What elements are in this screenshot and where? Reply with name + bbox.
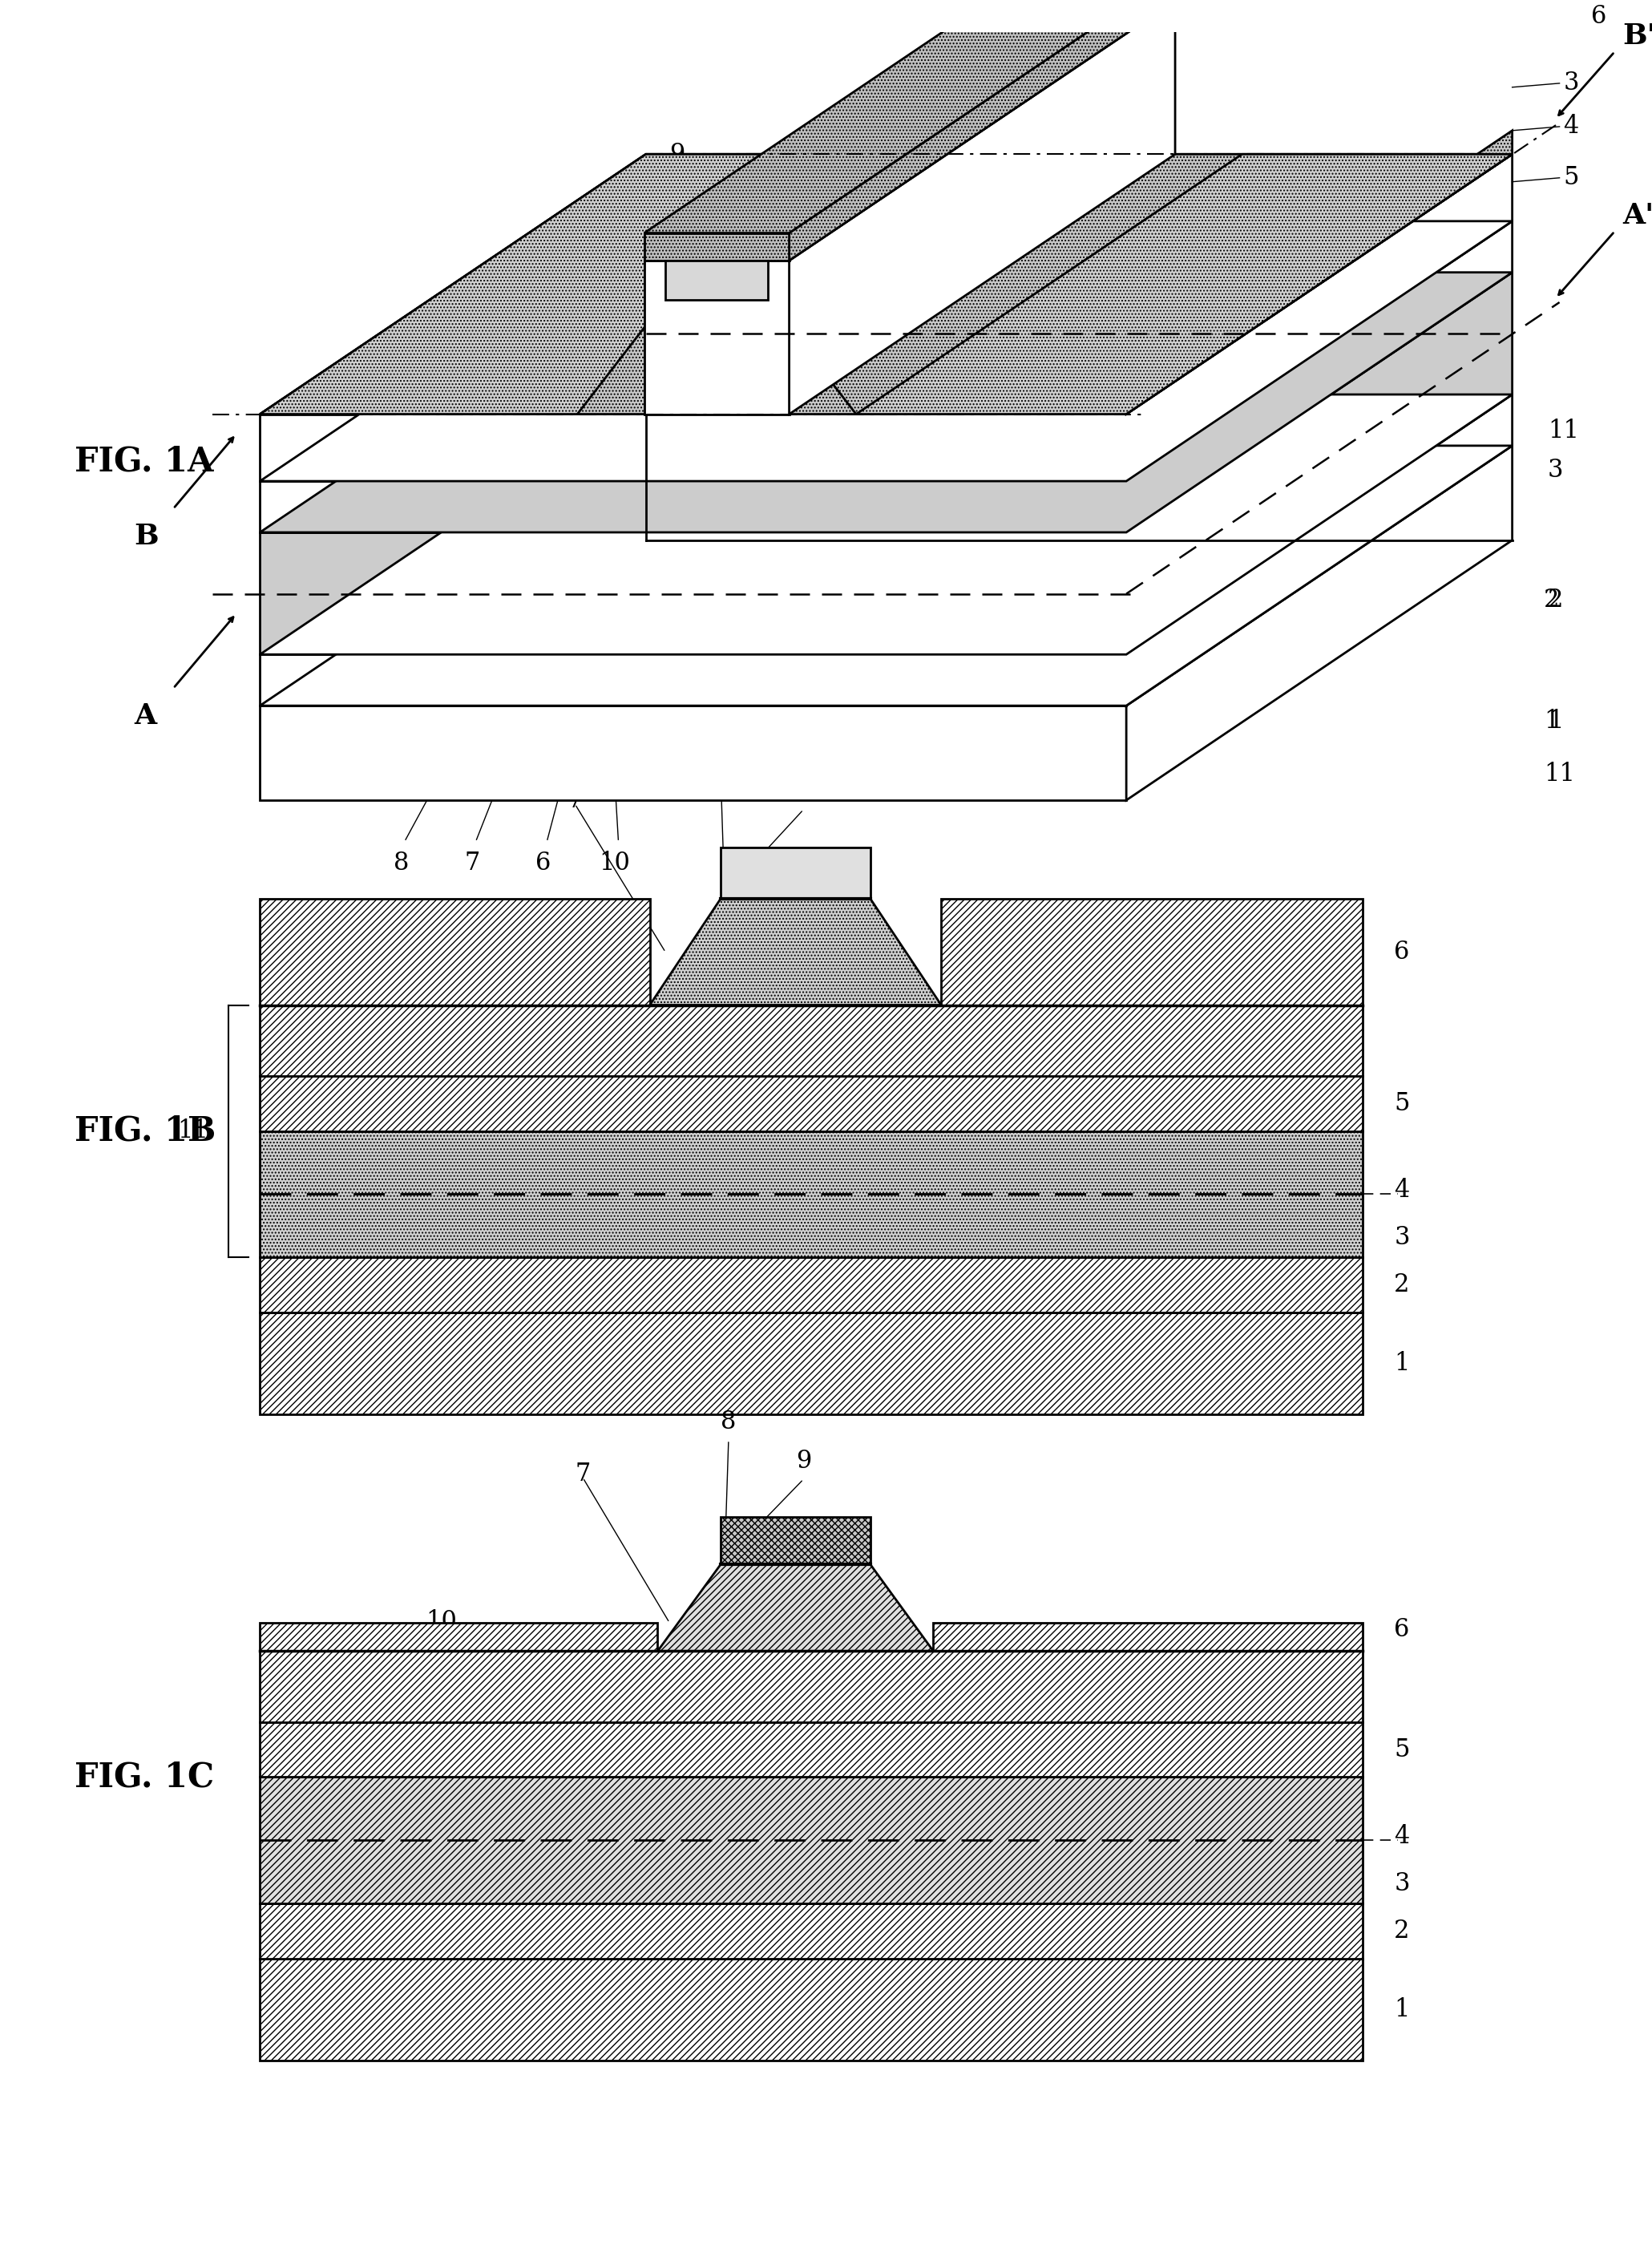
Polygon shape bbox=[259, 154, 1512, 414]
Bar bbox=[942, 899, 1363, 1006]
Polygon shape bbox=[644, 233, 790, 260]
Text: 3: 3 bbox=[1394, 1225, 1409, 1250]
Bar bbox=[259, 1622, 657, 1651]
Text: 3: 3 bbox=[1563, 70, 1579, 95]
Text: 10: 10 bbox=[598, 852, 629, 877]
Text: 2: 2 bbox=[1394, 1918, 1409, 1943]
Text: 5: 5 bbox=[1563, 165, 1579, 190]
Text: 1: 1 bbox=[1394, 1998, 1409, 2023]
Bar bbox=[259, 1651, 1363, 1721]
Bar bbox=[259, 1959, 1363, 2061]
Text: A: A bbox=[134, 702, 157, 729]
Polygon shape bbox=[259, 222, 1512, 480]
Polygon shape bbox=[259, 655, 1127, 707]
Text: 8: 8 bbox=[720, 1409, 737, 1434]
Text: FIG. 1C: FIG. 1C bbox=[74, 1760, 215, 1794]
Polygon shape bbox=[790, 0, 1175, 260]
Polygon shape bbox=[666, 260, 768, 299]
Bar bbox=[933, 1622, 1363, 1651]
Polygon shape bbox=[259, 446, 1512, 707]
Polygon shape bbox=[1127, 272, 1512, 655]
Bar bbox=[259, 1721, 1363, 1778]
Text: 4: 4 bbox=[1394, 1178, 1409, 1203]
Polygon shape bbox=[856, 154, 1512, 414]
Text: 3: 3 bbox=[1394, 1871, 1409, 1896]
Text: 8: 8 bbox=[393, 852, 410, 877]
Bar bbox=[259, 1257, 1363, 1311]
Bar bbox=[720, 1518, 871, 1565]
Text: 5: 5 bbox=[1394, 1737, 1409, 1762]
Polygon shape bbox=[644, 0, 1175, 260]
Text: FIG. 1B: FIG. 1B bbox=[74, 1114, 216, 1148]
Polygon shape bbox=[1127, 222, 1512, 532]
Text: 8: 8 bbox=[714, 743, 729, 768]
Text: 9: 9 bbox=[796, 779, 811, 804]
Bar bbox=[259, 1778, 1363, 1903]
Text: 11: 11 bbox=[177, 1119, 208, 1144]
Text: 10: 10 bbox=[418, 931, 449, 956]
Polygon shape bbox=[644, 0, 1175, 233]
Text: B': B' bbox=[1622, 23, 1652, 50]
Polygon shape bbox=[1127, 154, 1512, 480]
Text: 4: 4 bbox=[1563, 113, 1579, 138]
Polygon shape bbox=[259, 154, 963, 414]
Polygon shape bbox=[657, 1565, 933, 1651]
Text: 10: 10 bbox=[426, 1610, 456, 1635]
Text: 2: 2 bbox=[1543, 587, 1559, 612]
Polygon shape bbox=[649, 899, 942, 1006]
Text: 2: 2 bbox=[1394, 1273, 1409, 1298]
Text: 6: 6 bbox=[1394, 1617, 1409, 1642]
Bar bbox=[259, 1311, 1363, 1416]
Text: 3: 3 bbox=[1548, 458, 1563, 482]
Text: 4: 4 bbox=[1394, 1823, 1409, 1848]
Text: 6: 6 bbox=[1394, 940, 1409, 965]
Polygon shape bbox=[1127, 446, 1512, 800]
Text: 9: 9 bbox=[669, 143, 686, 168]
Bar bbox=[259, 1130, 1363, 1257]
Text: A': A' bbox=[1622, 202, 1652, 229]
Polygon shape bbox=[259, 394, 1512, 655]
Text: 11: 11 bbox=[1548, 419, 1579, 444]
Bar bbox=[259, 1076, 1363, 1130]
Polygon shape bbox=[259, 272, 1512, 532]
Text: 1: 1 bbox=[1543, 709, 1559, 734]
Text: 1: 1 bbox=[1548, 709, 1563, 734]
Text: 5: 5 bbox=[1394, 1092, 1409, 1117]
Text: B: B bbox=[134, 523, 159, 550]
Polygon shape bbox=[259, 532, 1127, 655]
Polygon shape bbox=[1127, 394, 1512, 707]
Bar bbox=[720, 847, 871, 899]
Polygon shape bbox=[259, 707, 1127, 800]
Polygon shape bbox=[577, 328, 856, 414]
Text: FIG. 1A: FIG. 1A bbox=[74, 444, 213, 478]
Polygon shape bbox=[790, 0, 1175, 414]
Text: 11: 11 bbox=[1543, 761, 1574, 786]
Polygon shape bbox=[259, 414, 1127, 480]
Text: 2: 2 bbox=[1548, 587, 1563, 612]
Bar bbox=[259, 1006, 1363, 1076]
Polygon shape bbox=[644, 260, 790, 414]
Text: 7: 7 bbox=[464, 852, 481, 877]
Polygon shape bbox=[259, 154, 1512, 414]
Bar bbox=[259, 1903, 1363, 1959]
Text: 6: 6 bbox=[1591, 5, 1606, 29]
Text: 7: 7 bbox=[575, 1461, 591, 1486]
Polygon shape bbox=[1127, 131, 1512, 414]
Text: 1: 1 bbox=[1394, 1352, 1409, 1375]
Text: 7: 7 bbox=[567, 788, 583, 813]
Text: 6: 6 bbox=[535, 852, 552, 877]
Bar bbox=[259, 899, 649, 1006]
Polygon shape bbox=[259, 480, 1127, 532]
Text: 9: 9 bbox=[796, 1450, 811, 1475]
